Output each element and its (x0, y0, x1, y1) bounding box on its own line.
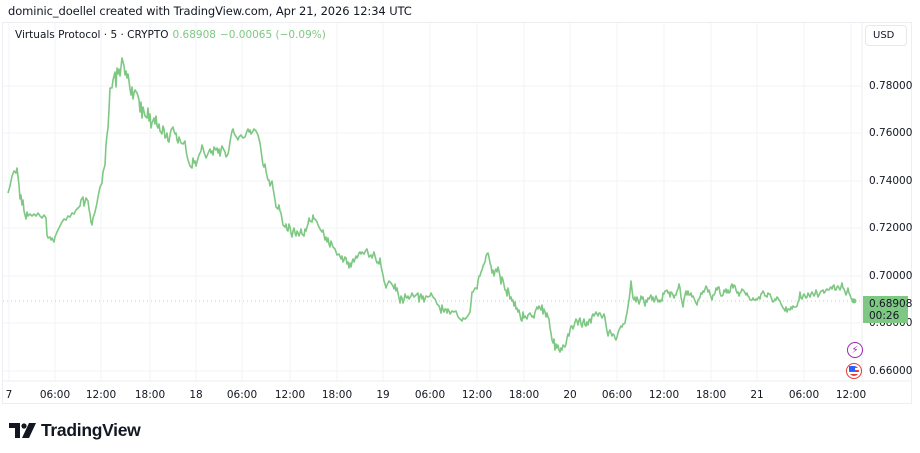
horizontal-grid (3, 85, 862, 372)
tradingview-wordmark: TradingView (41, 420, 141, 440)
x-tick-label: 12:00 (85, 389, 117, 401)
x-tick-label: 18 (189, 389, 203, 401)
x-tick-label: 18:00 (321, 389, 353, 401)
currency-button[interactable]: USD (865, 25, 907, 46)
price-change: −0.00065 (−0.09%) (219, 29, 326, 41)
y-tick-label: 0.74000 (869, 175, 913, 187)
last-price-tag: 0.68908 00:26 (863, 296, 913, 323)
flash-icon[interactable]: ⚡ (847, 342, 863, 358)
x-tick-label: 06:00 (788, 389, 820, 401)
symbol-name: Virtuals Protocol · 5 · CRYPTO (15, 29, 169, 41)
y-tick-label: 0.66000 (869, 365, 913, 377)
last-price-tag-value: 0.68908 (869, 298, 913, 310)
price-line (7, 57, 855, 353)
x-tick-label: 06:00 (39, 389, 71, 401)
flag-stripes (849, 366, 859, 376)
x-tick-label: 06:00 (601, 389, 633, 401)
x-tick-label: 21 (750, 389, 764, 401)
chart-caption: dominic_doellel created with TradingView… (8, 4, 412, 18)
x-tick-label: 18:00 (134, 389, 166, 401)
x-tick-label: 12:00 (835, 389, 867, 401)
y-tick-label: 0.72000 (869, 222, 913, 234)
x-tick-label: 18:00 (508, 389, 540, 401)
tradingview-logo[interactable]: TradingView (9, 420, 141, 441)
x-tick-label: 7 (5, 389, 13, 401)
last-price-dot (851, 298, 857, 304)
chart-frame (2, 22, 912, 404)
us-flag-icon[interactable] (846, 363, 862, 379)
y-tick-label: 0.70000 (869, 270, 913, 282)
x-tick-label: 06:00 (226, 389, 258, 401)
x-tick-label: 12:00 (461, 389, 493, 401)
x-tick-label: 19 (376, 389, 390, 401)
x-tick-label: 06:00 (414, 389, 446, 401)
last-price-value: 0.68908 (172, 29, 216, 41)
bar-countdown: 00:26 (869, 310, 900, 322)
y-tick-label: 0.78000 (869, 80, 913, 92)
flag-canton (849, 366, 855, 371)
tradingview-logo-icon (9, 423, 36, 438)
x-tick-label: 12:00 (274, 389, 306, 401)
symbol-legend[interactable]: Virtuals Protocol · 5 · CRYPTO 0.68908 −0.… (15, 29, 326, 41)
x-tick-label: 20 (563, 389, 577, 401)
vertical-grid (8, 23, 852, 381)
y-tick-label: 0.76000 (869, 127, 913, 139)
x-tick-label: 12:00 (648, 389, 680, 401)
x-tick-label: 18:00 (695, 389, 727, 401)
